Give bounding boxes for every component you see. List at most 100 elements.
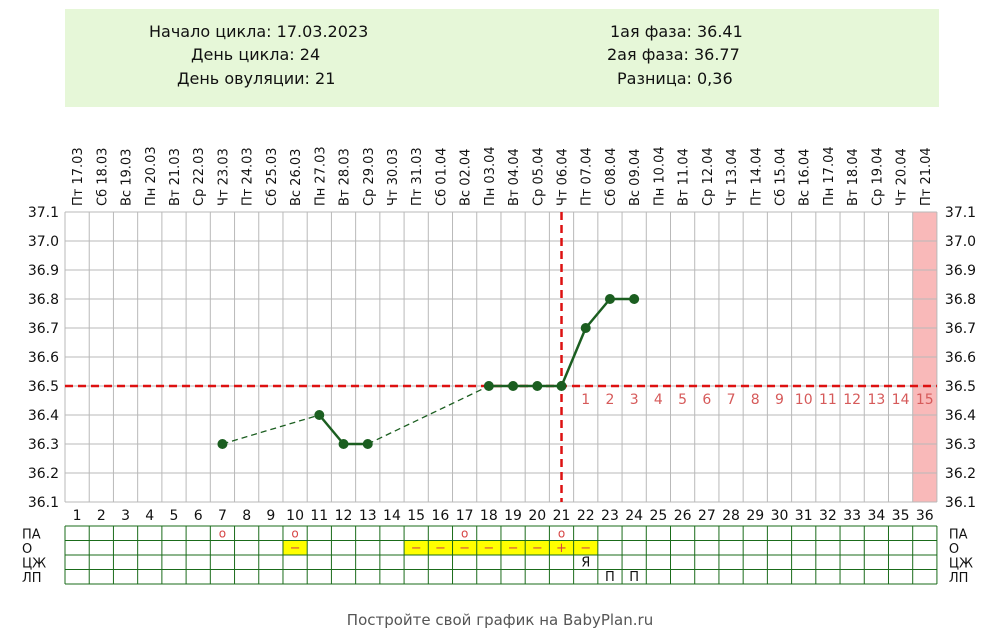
y-tick-left: 36.5: [28, 379, 59, 395]
phase-day-number: 1: [581, 392, 590, 408]
observation-mark: −: [435, 541, 446, 556]
table-row-label-right: ЦЖ: [949, 557, 973, 572]
y-tick-left: 37.0: [28, 234, 59, 250]
y-tick-right: 37.1: [945, 205, 976, 221]
day-number: 12: [335, 508, 353, 524]
day-number: 1: [73, 508, 82, 524]
y-tick-left: 36.9: [28, 263, 59, 279]
day-number: 36: [916, 508, 934, 524]
date-label: Вт 18.04: [846, 148, 861, 206]
day-number: 13: [359, 508, 377, 524]
day-number: 15: [407, 508, 425, 524]
y-tick-right: 36.6: [945, 350, 976, 366]
temperature-point: [508, 381, 519, 391]
observation-mark: −: [483, 541, 494, 556]
day-number: 27: [698, 508, 716, 524]
date-label: Сб 01.04: [434, 148, 449, 206]
table-row-label-right: ЛП: [949, 571, 969, 586]
day-number: 23: [601, 508, 619, 524]
date-label: Пн 20.03: [144, 146, 159, 206]
y-tick-left: 36.8: [28, 292, 59, 308]
day-number: 8: [242, 508, 251, 524]
day-number: 22: [577, 508, 595, 524]
observation-cell-fill: [404, 540, 429, 555]
y-tick-right: 36.4: [945, 408, 976, 424]
temperature-point: [483, 381, 494, 391]
phase2-temp-text: 2ая фаза: 36.77: [607, 45, 740, 64]
y-tick-right: 36.5: [945, 379, 976, 395]
y-tick-left: 36.6: [28, 350, 59, 366]
date-label: Пт 14.04: [749, 147, 764, 206]
observation-mark: −: [290, 541, 301, 556]
cycle-day-text: День цикла: 24: [191, 45, 321, 64]
observation-mark: −: [532, 541, 543, 556]
date-label: Сб 18.03: [95, 148, 110, 206]
phase1-temp-text: 1ая фаза: 36.41: [610, 22, 743, 41]
date-label: Ср 29.03: [362, 147, 377, 206]
date-label: Чт 06.04: [556, 148, 571, 206]
y-tick-left: 36.2: [28, 466, 59, 482]
temperature-point: [338, 439, 349, 449]
date-label: Сб 25.03: [265, 148, 280, 206]
phase-day-number: 10: [795, 392, 813, 408]
table-row-label-left: О: [22, 542, 32, 557]
cycle-summary-panel: Начало цикла: 17.03.2023 День цикла: 24 …: [65, 9, 939, 107]
y-tick-left: 37.1: [28, 205, 59, 221]
temperature-point: [556, 381, 567, 391]
footer-link-text[interactable]: Постройте свой график на BabyPlan.ru: [346, 611, 654, 629]
temperature-point: [532, 381, 543, 391]
phase-day-number: 9: [775, 392, 784, 408]
day-number: 21: [553, 508, 571, 524]
y-tick-right: 36.3: [945, 437, 976, 453]
observation-mark: Я: [581, 556, 590, 571]
day-number: 10: [286, 508, 304, 524]
y-tick-left: 36.4: [28, 408, 59, 424]
date-label: Пт 31.03: [410, 147, 425, 206]
observation-mark: −: [508, 541, 519, 556]
day-number: 24: [625, 508, 643, 524]
observation-mark: −: [580, 541, 591, 556]
y-tick-right: 36.2: [945, 466, 976, 482]
y-tick-right: 36.9: [945, 263, 976, 279]
phase-day-number: 14: [892, 392, 910, 408]
date-label: Чт 23.03: [216, 148, 231, 206]
date-label: Пт 17.03: [71, 147, 86, 206]
day-number: 29: [746, 508, 764, 524]
observation-mark: П: [629, 570, 639, 585]
day-number: 30: [771, 508, 789, 524]
date-label: Вт 11.04: [677, 148, 692, 206]
series-segment: [318, 414, 345, 445]
day-number: 6: [194, 508, 203, 524]
phase-day-number: 12: [843, 392, 861, 408]
day-number: 28: [722, 508, 740, 524]
day-number: 25: [649, 508, 667, 524]
observation-cell-fill: [549, 540, 574, 555]
cycle-start-text: Начало цикла: 17.03.2023: [149, 22, 369, 41]
phase-day-number: 3: [630, 392, 639, 408]
observation-cell-fill: [525, 540, 550, 555]
phase-day-number: 8: [751, 392, 760, 408]
date-label: Чт 13.04: [725, 148, 740, 206]
phase-day-number: 13: [867, 392, 885, 408]
observation-mark: o: [558, 527, 565, 541]
date-label: Пт 21.04: [919, 147, 934, 206]
day-number: 34: [867, 508, 885, 524]
table-row-label-right: О: [949, 542, 959, 557]
day-number: 35: [892, 508, 910, 524]
observation-cell-fill: [452, 540, 477, 555]
temperature-point: [314, 410, 325, 420]
day-number: 2: [97, 508, 106, 524]
observation-mark: −: [459, 541, 470, 556]
date-label: Вт 21.03: [168, 148, 183, 206]
phase-day-number: 5: [678, 392, 687, 408]
series-gap-segment: [222, 414, 320, 445]
day-number: 17: [456, 508, 474, 524]
ovulation-day-text: День овуляции: 21: [177, 69, 336, 88]
day-number: 7: [218, 508, 227, 524]
day-number: 33: [843, 508, 861, 524]
temperature-point: [362, 439, 373, 449]
day-number: 9: [266, 508, 275, 524]
observation-cell-fill: [573, 540, 598, 555]
date-label: Пт 24.03: [241, 147, 256, 206]
